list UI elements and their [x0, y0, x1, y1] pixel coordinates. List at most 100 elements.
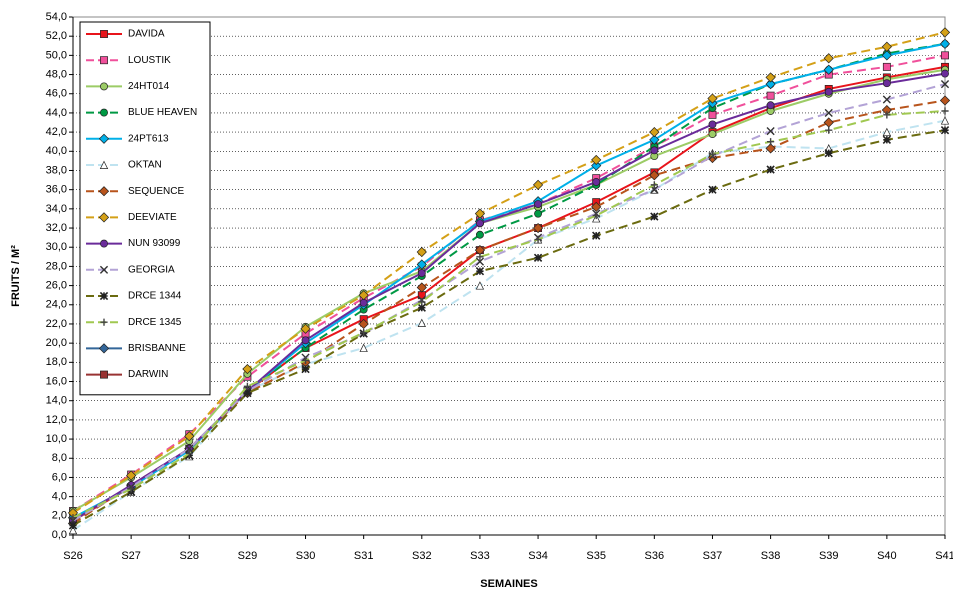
marker [301, 364, 310, 374]
marker [649, 170, 660, 181]
marker [98, 133, 110, 144]
marker [649, 134, 660, 145]
marker [708, 110, 717, 119]
marker [825, 126, 833, 134]
marker [99, 291, 109, 301]
y-tick-label: 0,0 [52, 529, 67, 541]
x-axis-title: SEMAINES [480, 578, 537, 590]
marker [100, 56, 108, 65]
marker [939, 95, 951, 106]
legend-label: SEQUENCE [128, 186, 184, 197]
marker [592, 178, 601, 186]
marker [765, 143, 776, 154]
marker [939, 38, 951, 49]
marker [882, 95, 891, 104]
legend-label: LOUSTIK [128, 55, 171, 66]
series-line [72, 83, 946, 522]
marker [650, 212, 659, 221]
marker [126, 470, 137, 481]
marker [242, 363, 253, 375]
marker [591, 201, 602, 213]
marker [707, 152, 718, 164]
legend-label: GEORGIA [128, 264, 175, 275]
legend-box [79, 21, 211, 396]
series-line [72, 72, 946, 522]
marker [475, 267, 485, 276]
marker [184, 431, 195, 442]
marker [416, 282, 427, 293]
marker [881, 41, 892, 52]
marker [532, 179, 544, 190]
marker [100, 370, 108, 379]
y-tick-label: 4,0 [52, 491, 67, 503]
x-tick-label: S37 [703, 550, 723, 562]
marker [765, 72, 776, 83]
marker [475, 281, 485, 290]
marker [591, 160, 602, 171]
marker [475, 230, 484, 239]
marker [416, 246, 427, 258]
marker [823, 117, 834, 128]
marker [301, 356, 310, 365]
legend-label: DRCE 1344 [128, 291, 182, 302]
y-tick-label: 36,0 [46, 184, 67, 196]
y-tick-label: 20,0 [46, 337, 67, 349]
marker [534, 200, 543, 209]
marker [883, 111, 891, 119]
x-tick-label: S30 [296, 550, 316, 562]
y-tick-label: 16,0 [46, 375, 67, 387]
legend-label: DRCE 1345 [128, 317, 182, 328]
marker [69, 514, 77, 522]
marker [100, 108, 108, 117]
x-tick-label: S38 [761, 550, 781, 562]
marker [475, 257, 485, 266]
legend-label: 24HT014 [128, 81, 170, 92]
y-tick-label: 12,0 [46, 414, 67, 426]
legend-label: OKTAN [128, 160, 162, 171]
marker [591, 154, 602, 166]
marker [766, 91, 775, 100]
x-tick-label: S27 [121, 550, 141, 562]
marker [417, 269, 426, 278]
legend-label: BRISBANNE [128, 343, 186, 354]
marker [360, 328, 368, 337]
x-tick-label: S35 [586, 550, 606, 562]
y-tick-label: 30,0 [46, 241, 67, 253]
x-tick-label: S32 [412, 550, 432, 562]
legend-label: 24PT613 [128, 133, 169, 144]
marker [882, 79, 891, 88]
marker [534, 209, 543, 218]
series-line [72, 119, 946, 532]
series-line [72, 31, 946, 514]
marker [100, 30, 108, 38]
marker [824, 87, 833, 96]
legend-label: DEEVIATE [128, 212, 177, 223]
marker [708, 150, 717, 158]
legend-label: BLUE HEAVEN [128, 107, 197, 118]
marker [417, 303, 426, 312]
marker [941, 51, 949, 60]
y-tick-label: 10,0 [46, 433, 67, 445]
y-tick-label: 26,0 [46, 279, 67, 291]
marker [534, 235, 542, 244]
series-line [72, 110, 946, 519]
series [67, 27, 951, 519]
x-tick-label: S29 [238, 550, 258, 562]
marker [941, 69, 949, 78]
marker [882, 62, 891, 71]
marker [708, 185, 717, 194]
marker [939, 27, 951, 38]
y-tick-label: 22,0 [46, 318, 67, 330]
marker [98, 212, 110, 223]
x-tick-label: S41 [935, 550, 953, 562]
x-tick-label: S39 [819, 550, 839, 562]
y-tick-label: 8,0 [52, 452, 67, 464]
marker [99, 265, 109, 274]
marker [243, 382, 251, 390]
marker [940, 126, 950, 135]
marker [98, 343, 110, 354]
y-tick-label: 38,0 [46, 164, 67, 176]
marker [127, 485, 135, 493]
marker [650, 146, 659, 155]
